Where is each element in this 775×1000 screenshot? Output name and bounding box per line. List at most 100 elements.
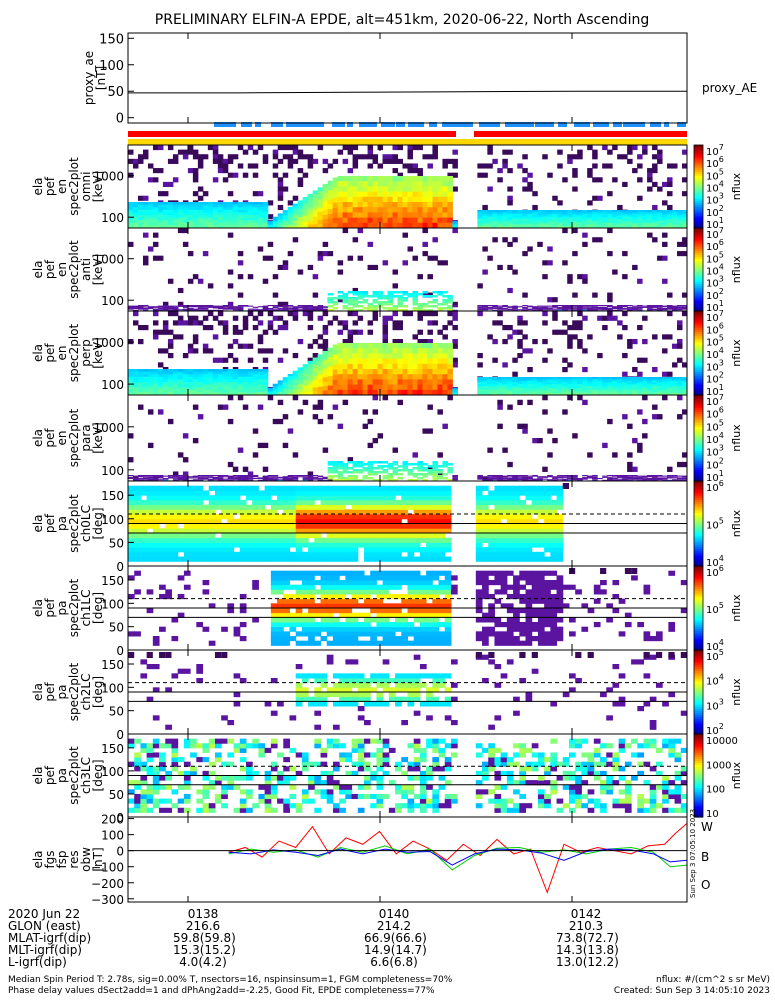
spectrogram-band-pixel <box>657 215 663 218</box>
spectrogram-band-pixel <box>287 373 294 377</box>
status-bar-blue-segment <box>574 122 583 127</box>
spectrogram-band-pixel <box>327 361 334 368</box>
colorbar-segment <box>694 257 703 260</box>
spectrogram-band-pixel <box>592 389 598 392</box>
spectrogram-pixel <box>177 334 184 340</box>
spectrogram-band-pixel <box>282 226 289 229</box>
spectrogram-pixel <box>452 228 458 234</box>
spectrogram-pixel <box>227 343 234 349</box>
pa-spectrogram-pixel <box>134 528 141 534</box>
spectrogram-band-pixel <box>602 378 608 382</box>
spectrogram-pixel <box>147 246 154 252</box>
colorbar-segment <box>694 468 703 471</box>
spectrogram-band-pixel <box>607 219 613 222</box>
colorbar-segment <box>694 279 703 283</box>
spectrogram-band-pixel <box>307 308 314 310</box>
spectrogram-band-pixel <box>602 226 608 229</box>
spectrogram-band-pixel <box>302 475 309 477</box>
spectrogram-band-pixel <box>162 225 169 229</box>
spectrogram-band-pixel <box>557 475 563 477</box>
spectrogram-band-pixel <box>237 475 244 477</box>
spectrogram-band-pixel <box>667 475 673 477</box>
spectrogram-pixel <box>312 158 319 164</box>
spectrogram-band-pixel <box>207 306 214 308</box>
pa-spectrogram-pixel <box>183 537 191 543</box>
spectrogram-band-pixel <box>627 389 633 392</box>
spectrogram-band-pixel <box>517 391 523 394</box>
spectrogram-band-pixel <box>272 383 279 386</box>
spectrogram-band-pixel <box>128 376 134 380</box>
spectrogram-band-pixel <box>392 222 399 229</box>
spectrogram-band-pixel <box>417 196 423 203</box>
spectrogram-pixel <box>157 348 164 354</box>
spectrogram-band-pixel <box>152 475 159 477</box>
spectrogram-band-pixel <box>272 217 279 220</box>
spectrogram-band-pixel <box>432 202 438 208</box>
spectrogram-band-pixel <box>637 384 643 387</box>
spectrogram-band-pixel <box>137 225 144 229</box>
spectrogram-band-pixel <box>347 181 354 187</box>
spectrogram-band-pixel <box>667 384 673 387</box>
spectrogram-band-pixel <box>128 207 134 211</box>
spectrogram-band-pixel <box>297 222 304 226</box>
spectrogram-band-pixel <box>217 212 224 216</box>
spectrogram-band-pixel <box>132 369 139 373</box>
spectrogram-pixel <box>187 145 194 151</box>
spectrogram-pixel <box>277 158 284 164</box>
spectrogram-band-pixel <box>247 222 254 226</box>
spectrogram-band-pixel <box>192 306 199 308</box>
spectrogram-pixel <box>382 329 389 335</box>
spectrogram-band-pixel <box>372 374 379 380</box>
spectrogram-band-pixel <box>392 196 399 203</box>
spectrogram-band-pixel <box>177 204 184 208</box>
spectrogram-band-pixel <box>352 212 359 219</box>
spectrogram-band-pixel <box>142 379 149 383</box>
spectrogram-band-pixel <box>512 478 518 480</box>
spectrogram-band-pixel <box>142 305 149 307</box>
spectrogram-band-pixel <box>497 475 503 477</box>
spectrogram-pixel <box>192 438 199 444</box>
spectrogram-band-pixel <box>337 217 344 224</box>
spectrogram-band-pixel <box>287 309 294 311</box>
pa-spectrogram-pixel <box>208 551 216 558</box>
spectrogram-band-pixel <box>537 393 543 396</box>
spectrogram-band-pixel <box>592 222 598 225</box>
spectrogram-band-pixel <box>437 465 443 468</box>
spectrogram-band-pixel <box>132 475 139 477</box>
spectrogram-band-pixel <box>567 380 573 383</box>
spectrogram-band-pixel <box>417 222 423 229</box>
spectrogram-band-pixel <box>307 381 314 386</box>
spectrogram-band-pixel <box>297 475 304 477</box>
spectrogram-pixel <box>642 418 648 425</box>
spectrogram-band-pixel <box>432 467 438 470</box>
spectrogram-band-pixel <box>252 371 259 375</box>
spectrogram-band-pixel <box>617 382 623 385</box>
status-bar-blue-segment <box>490 122 500 127</box>
pa-spectrogram-pixel <box>128 490 135 496</box>
spectrogram-band-pixel <box>677 389 683 392</box>
spectrogram-band-pixel <box>342 353 349 360</box>
spectrogram-band-pixel <box>212 371 219 375</box>
spectrogram-band-pixel <box>172 220 179 224</box>
spectrogram-band-pixel <box>182 475 189 477</box>
spectrogram-band-pixel <box>322 355 329 361</box>
spectrogram-band-pixel <box>177 309 184 311</box>
spectrogram-band-pixel <box>147 215 154 219</box>
spectrogram-band-pixel <box>202 215 209 219</box>
spectrogram-band-pixel <box>512 478 518 480</box>
spectrogram-band-pixel <box>517 217 523 220</box>
spectrogram-band-pixel <box>547 215 553 218</box>
colorbar-segment <box>694 427 703 430</box>
spectrogram-band-pixel <box>192 387 199 391</box>
spectrogram-band-pixel <box>547 226 553 229</box>
spectrogram-band-pixel <box>402 309 408 312</box>
pa-spectrogram-pixel <box>208 528 216 534</box>
spectrogram-band-pixel <box>567 226 573 229</box>
spectrogram-band-pixel <box>547 380 553 383</box>
spectrogram-band-pixel <box>187 222 194 226</box>
spectrogram-band-pixel <box>542 307 548 309</box>
spectrogram-band-pixel <box>632 475 638 477</box>
spectrogram-band-pixel <box>247 476 254 478</box>
spectrogram-pixel <box>562 260 568 266</box>
spectrogram-band-pixel <box>442 222 448 229</box>
